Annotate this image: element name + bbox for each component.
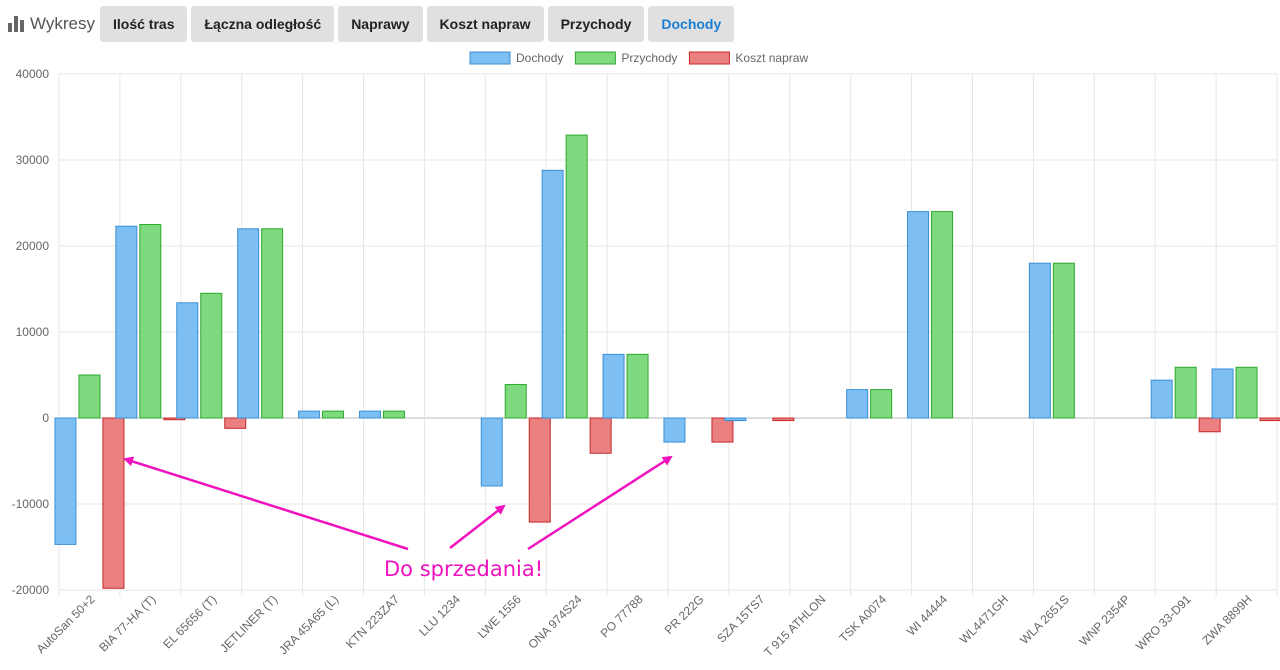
bar-dochody[interactable] (1211, 368, 1234, 419)
x-tick-label: WL4471GH (957, 592, 1011, 646)
bar-chart-icon (8, 16, 24, 32)
legend-label[interactable]: Przychody (621, 51, 677, 65)
y-tick-label: 20000 (16, 239, 50, 253)
bar-koszt-napraw[interactable] (589, 417, 612, 454)
bar-dochody[interactable] (176, 302, 199, 419)
y-tick-label: -20000 (12, 583, 50, 597)
y-tick-label: 30000 (16, 153, 50, 167)
tab-0[interactable]: Ilość tras (100, 6, 188, 42)
legend-swatch (469, 51, 511, 65)
annotation-arrow (123, 456, 409, 551)
bar-przychody[interactable] (565, 134, 588, 419)
x-tick-label: BIA 77-HA (T) (96, 592, 158, 654)
x-tick-label: WI 44444 (904, 592, 950, 638)
y-tick-label: 10000 (16, 325, 50, 339)
top-bar: Wykresy Ilość tras Łączna odległość Napraw… (0, 0, 1280, 48)
bar-przychody[interactable] (261, 228, 284, 419)
bar-dochody[interactable] (724, 417, 747, 422)
x-tick-label: ONA 974S24 (525, 592, 585, 652)
bar-dochody[interactable] (298, 410, 321, 419)
bar-chart: 40000 30000 20000 10000 0 -10000 -20000AutoSan… (12, 51, 1280, 659)
bar-dochody[interactable] (907, 211, 930, 419)
bar-przychody[interactable] (870, 389, 893, 419)
bar-dochody[interactable] (54, 417, 77, 545)
x-tick-label: SZA 15TS7 (714, 592, 768, 646)
x-tick-label: KTN 223ZA7 (343, 592, 402, 651)
y-tick-label: -10000 (12, 497, 50, 511)
bar-przychody[interactable] (1174, 366, 1197, 419)
bar-przychody[interactable] (78, 374, 101, 419)
bar-koszt-napraw[interactable] (528, 417, 551, 523)
bar-koszt-napraw[interactable] (163, 417, 186, 421)
bar-przychody[interactable] (322, 410, 345, 419)
x-tick-label: T 915 ATHLON (761, 592, 828, 659)
bar-dochody[interactable] (846, 389, 869, 419)
legend-swatch (688, 51, 730, 65)
brand: Wykresy (8, 14, 95, 34)
bar-przychody[interactable] (626, 353, 649, 419)
bar-dochody[interactable] (1028, 262, 1051, 419)
bar-przychody[interactable] (139, 224, 162, 419)
x-tick-label: AutoSan 50+2 (34, 592, 98, 656)
bar-dochody[interactable] (237, 228, 260, 419)
x-tick-label: ZWA 8899H (1199, 592, 1254, 647)
y-tick-label: 40000 (16, 67, 50, 81)
x-tick-label: LLU 1234 (416, 592, 463, 639)
bar-przychody[interactable] (1052, 262, 1075, 419)
tab-bar: Ilość tras Łączna odległość Naprawy Koszt n… (100, 6, 735, 42)
legend-label[interactable]: Dochody (516, 51, 563, 65)
bar-przychody[interactable] (931, 211, 954, 419)
legend-swatch (574, 51, 616, 65)
x-tick-label: WRO 33-D91 (1133, 592, 1194, 653)
bar-dochody[interactable] (663, 417, 686, 443)
bar-koszt-napraw[interactable] (1198, 417, 1221, 433)
x-tick-label: JETLINER (T) (217, 592, 280, 655)
legend-label[interactable]: Koszt napraw (735, 51, 808, 65)
x-tick-label: WNP 2354P (1076, 592, 1132, 648)
tab-3[interactable]: Koszt napraw (426, 6, 544, 42)
bar-koszt-napraw[interactable] (1259, 417, 1280, 422)
bar-przychody[interactable] (1235, 366, 1258, 419)
bar-dochody[interactable] (480, 417, 503, 487)
tab-5[interactable]: Dochody (648, 6, 735, 42)
bar-przychody[interactable] (382, 410, 405, 419)
bar-dochody[interactable] (115, 225, 138, 419)
bar-koszt-napraw[interactable] (711, 417, 734, 443)
annotation-text: Do sprzedania! (384, 557, 544, 581)
tab-1[interactable]: Łączna odległość (191, 6, 335, 42)
x-tick-label: JRA 45A65 (L) (276, 592, 341, 657)
x-tick-label: PO 77788 (598, 592, 646, 640)
x-tick-label: PR 222G (662, 592, 707, 637)
bar-dochody[interactable] (541, 169, 564, 419)
y-tick-label: 0 (42, 411, 49, 425)
x-tick-label: LWE 1556 (475, 592, 524, 641)
tab-2[interactable]: Naprawy (338, 6, 423, 42)
bar-dochody[interactable] (1150, 379, 1173, 419)
bar-koszt-napraw[interactable] (772, 417, 795, 422)
x-tick-label: WLA 2651S (1017, 592, 1072, 647)
bar-przychody[interactable] (200, 292, 223, 419)
bar-koszt-napraw[interactable] (102, 417, 125, 589)
bar-dochody[interactable] (602, 353, 625, 419)
bar-dochody[interactable] (358, 410, 381, 419)
tab-4[interactable]: Przychody (547, 6, 645, 42)
app-title: Wykresy (30, 14, 96, 33)
x-tick-label: EL 65656 (T) (160, 592, 219, 651)
bar-przychody[interactable] (504, 383, 527, 419)
annotation-arrow (527, 455, 673, 551)
annotation-arrow (449, 504, 506, 549)
x-tick-label: TSK A0074 (836, 592, 889, 645)
bar-koszt-napraw[interactable] (224, 417, 247, 429)
